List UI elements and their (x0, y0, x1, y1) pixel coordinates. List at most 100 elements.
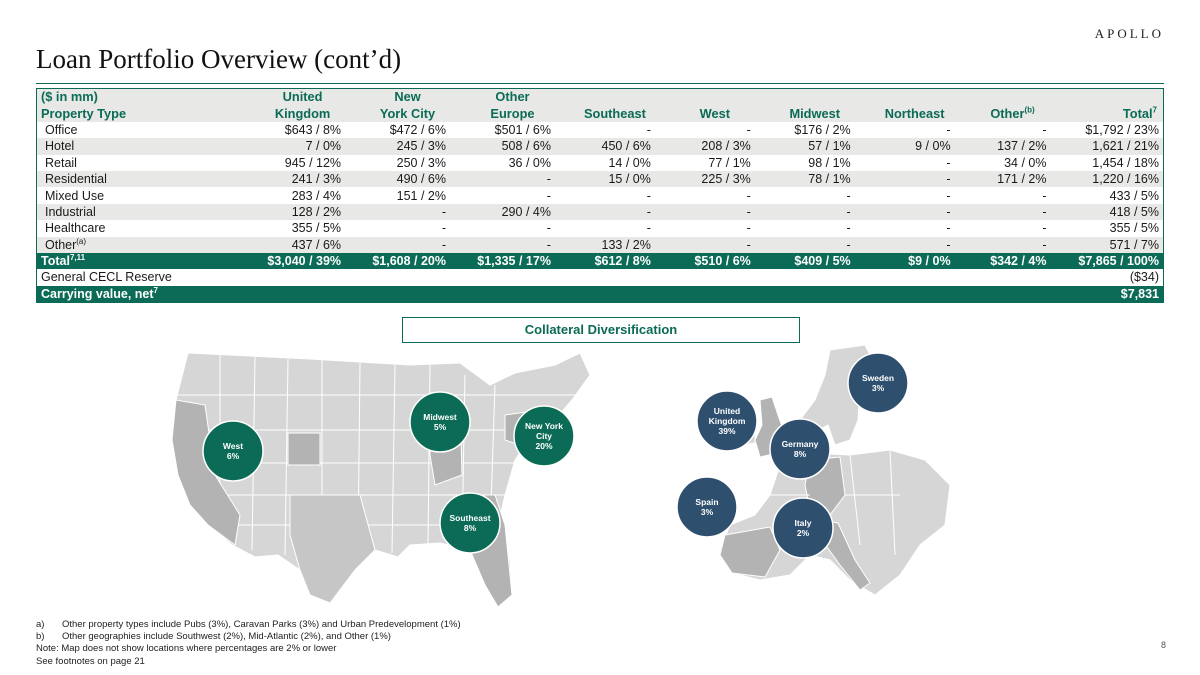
table-cell: 171 / 2% (964, 170, 1061, 188)
table-cell: - (546, 221, 551, 236)
table-cell: 290 / 4% (460, 203, 565, 221)
table-cell: - (764, 203, 865, 221)
table-cell: 418 / 5% (1060, 203, 1164, 221)
cecl-row: General CECL Reserve ($34) (36, 269, 1164, 286)
row-label: Healthcare (45, 221, 106, 236)
table-cell: $643 / 8% (284, 122, 342, 137)
units-label: ($ in mm) (36, 88, 251, 106)
page-number: 8 (1160, 640, 1166, 650)
bubble-label: 5% (434, 422, 447, 432)
table-cell: - (460, 236, 565, 253)
table-cell: 7 / 0% (250, 138, 356, 155)
col-head-uk-top: United (250, 88, 356, 106)
apollo-logo: APOLLO (1094, 26, 1164, 41)
bubble-circle (772, 497, 834, 559)
row-label: Office (45, 122, 78, 137)
table-cell: $1,608 / 20% (355, 252, 460, 270)
europe-bubbles: Sweden3%UnitedKingdom39%Germany8%Spain3%… (676, 352, 909, 559)
table-cell: - (664, 203, 765, 221)
carrying-value-row: Carrying value, net7 $7,831 (36, 285, 1164, 303)
bubble-label: 2% (797, 528, 810, 538)
bubble-label: Sweden (862, 373, 894, 383)
table-cell: 1,220 / 16% (1060, 170, 1164, 188)
see-footnotes: See footnotes on page 21 (36, 656, 145, 667)
footnote-b: b) Other geographies include Southwest (2… (36, 631, 391, 642)
table-row: Mixed Use 283 / 4% 151 / 2% - - - - - - 433 / 5% (37, 187, 1164, 203)
table-cell: 250 / 3% (396, 155, 446, 170)
table-cell: - (964, 236, 1061, 253)
table-cell: 945 / 12% (284, 155, 342, 170)
total-label: Total7,11 (36, 252, 251, 270)
table-cell: $612 / 8% (564, 252, 665, 270)
table-cell: 14 / 0% (608, 155, 651, 170)
col-head-uk: Kingdom (250, 105, 356, 122)
table-cell: $501 / 6% (494, 122, 551, 137)
title-divider (36, 83, 1164, 84)
table-cell: 355 / 5% (291, 221, 342, 236)
table-cell: 1,454 / 18% (1092, 155, 1159, 170)
col-head-nyc-top: New (355, 88, 460, 106)
col-head-property-type: Property Type (36, 105, 251, 122)
table-row: Office $643 / 8% $472 / 6% $501 / 6% - - $176 … (37, 122, 1164, 138)
table-cell: - (460, 170, 565, 188)
table-cell: - (864, 236, 965, 253)
bubble-label: 3% (701, 507, 714, 517)
table-cell: $3,040 / 39% (250, 252, 356, 270)
bubble-label: 20% (535, 441, 552, 451)
table-row: Hotel 7 / 0% 245 / 3% 508 / 6% 450 / 6% 208 /… (36, 138, 1164, 155)
table-cell: 225 / 3% (664, 170, 765, 188)
table-cell: 241 / 3% (250, 170, 356, 188)
table-cell: - (441, 221, 446, 236)
table-cell: 137 / 2% (964, 138, 1061, 155)
header-row-bottom: Property Type Kingdom York City Europe S… (36, 105, 1164, 122)
table-cell: - (946, 188, 951, 203)
table-cell: - (864, 170, 965, 188)
table-cell: 508 / 6% (460, 138, 565, 155)
col-head-nyc: York City (355, 105, 460, 122)
table-cell: 208 / 3% (664, 138, 765, 155)
bubble-label: Italy (794, 518, 811, 528)
table-row: Industrial 128 / 2% -290 / 4% - - - - -418 / 5% (36, 203, 1164, 221)
table-cell: 433 / 5% (1109, 188, 1159, 203)
col-head-europe-top: Other (460, 88, 565, 106)
table-cell: 98 / 1% (808, 155, 851, 170)
table-cell: - (946, 155, 951, 170)
table-cell: 1,621 / 21% (1060, 138, 1164, 155)
bubble-circle (439, 492, 501, 554)
bubble-label: 39% (718, 426, 735, 436)
texas-region (289, 494, 376, 604)
table-cell: - (746, 122, 751, 137)
col-head-total: Total7 (1060, 105, 1164, 122)
loan-portfolio-table: ($ in mm) United New Other Property Type… (36, 88, 1164, 304)
bubble-circle (409, 391, 471, 453)
bubble-label: Germany (782, 439, 819, 449)
table-cell: - (946, 221, 951, 236)
col-head-west: West (664, 105, 765, 122)
table-cell: - (564, 203, 665, 221)
table-cell: 36 / 0% (508, 155, 551, 170)
table-cell: 151 / 2% (396, 188, 446, 203)
table-body: Office $643 / 8% $472 / 6% $501 / 6% - - $176 … (36, 122, 1164, 253)
table-cell: $1,335 / 17% (460, 252, 565, 270)
bubble-circle (513, 405, 575, 467)
table-cell: $1,792 / 23% (1085, 122, 1159, 137)
bubble-circle (696, 390, 758, 452)
row-label: Mixed Use (45, 188, 105, 203)
bubble-label: Southeast (449, 513, 490, 523)
col-head-other: Other(b) (964, 105, 1061, 122)
total-row: Total7,11 $3,040 / 39% $1,608 / 20% $1,3… (36, 252, 1164, 270)
bubble-label: Spain (695, 497, 718, 507)
bubble-label: West (223, 441, 243, 451)
table-cell: $409 / 5% (764, 252, 865, 270)
table-cell: 133 / 2% (564, 236, 665, 253)
table-cell: $472 / 6% (389, 122, 446, 137)
bubble-label: 8% (464, 523, 477, 533)
bubble-label: City (536, 431, 552, 441)
colorado-region (287, 432, 321, 466)
